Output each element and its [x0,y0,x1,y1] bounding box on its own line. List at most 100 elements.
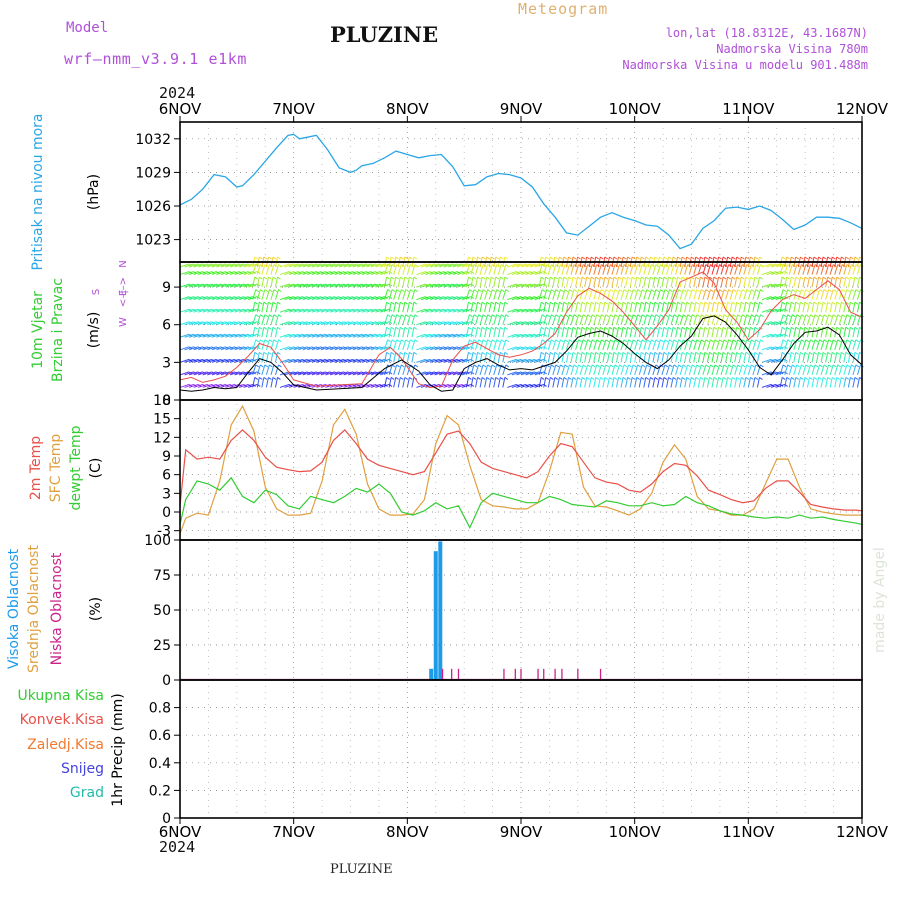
wind-barb [693,327,697,338]
wind-barb [529,358,540,363]
wind-barb-flag [727,377,731,380]
wind-barb-flag [732,339,737,343]
wind-barb-flag [827,276,831,280]
wind-barb [720,276,724,288]
wind-barb [761,308,772,313]
wind-barb [439,371,449,376]
wind-barb [334,271,344,276]
wind-barb [357,283,367,288]
wind-barb [274,352,278,363]
wind-barb-flag [404,256,409,260]
wind-barb-flag [399,301,404,305]
wind-barb [288,271,299,276]
wind-barb [188,296,199,301]
wind-barb-flag [650,351,654,355]
wind-barb [770,383,781,388]
wind-barb-flag [268,276,272,280]
wind-barb-flag [722,351,727,355]
wind-barb-flag [651,339,655,343]
wind-barb-flag [822,256,827,260]
wind-barb [375,283,385,288]
wind-barb-flag [696,364,701,368]
wind-barb [770,333,781,338]
wind-barb [256,289,261,300]
wind-barb [434,296,444,301]
wind-barb [243,333,253,338]
wind-barb [220,296,231,301]
wind-barb-flag [790,351,795,355]
wind-barb-flag [499,326,504,330]
wind-barb [852,302,856,313]
wind-barb-flag [750,256,754,260]
wind-barb [579,264,584,275]
wind-barb [357,308,367,313]
high-cloud-label: Visoka Oblacnost [6,548,22,669]
wind-barb [425,346,435,351]
wind-barb [793,314,798,325]
wind-barb [743,264,748,275]
wind-barb [784,276,788,288]
wind-barb [588,377,592,388]
wind-barb [416,296,426,301]
wind-barb [288,383,299,388]
wind-barb [706,339,711,350]
wind-barb [579,314,584,325]
wind-barb [274,327,278,338]
wind-barb-flag [741,289,746,293]
wind-barb-flag [468,301,472,305]
wind-barb [238,333,249,338]
wind-barb [770,321,781,326]
x-tick-label-bottom: 11NOV [722,823,775,841]
wind-barb [375,263,385,268]
wind-barb-flag [841,289,846,293]
wind-barb [679,314,684,325]
wind-barb-flag [740,301,745,305]
wind-barb [439,346,449,351]
wind-barb-flag [645,351,650,355]
wind-barb [416,333,426,338]
wind-barb [411,302,415,313]
wind-barb-flag [645,301,650,305]
wind-barb [593,352,597,363]
wind-barb-flag [745,351,750,355]
wind-barb [439,333,449,338]
wind-barb-flag [795,256,800,260]
wind-barb-flag [696,314,701,318]
wind-barb [666,352,669,363]
wind-barb [270,364,275,376]
wind-barb [797,276,801,288]
wind-barb [856,327,860,338]
wind-barb [375,383,385,388]
wind-barb [693,339,698,350]
temp2m-line [179,429,863,512]
wind-barb [270,327,274,338]
wind-barb [802,364,807,376]
compass-cross: <–|–> [118,277,129,307]
wind-barb-flag [559,326,563,330]
wind-barb [507,271,517,276]
wind-barb-flag [822,301,827,305]
wind-barb [352,296,362,301]
wind-barb-flag [595,301,600,305]
wind-barb [343,308,353,313]
wind-barb-flag [691,364,696,368]
wind-barb [320,308,331,313]
wind-barb [638,314,643,325]
wind-barb [393,327,397,338]
wind-barb [211,263,221,268]
wind-barb [611,339,616,350]
wind-barb [565,314,570,325]
wind-barb [302,263,312,268]
wind-barb-flag [636,377,640,380]
wind-barb [465,352,469,363]
wind-barb [575,377,579,388]
wind-barb [752,264,757,275]
wind-barb [520,358,531,363]
wind-barb [575,264,580,275]
wind-barb [593,276,597,288]
wind-barb-flag [609,276,613,280]
wind-barb-flag [718,326,722,330]
wind-barb-flag [795,377,800,380]
wind-barb [638,264,643,275]
wind-barb-flag [759,276,763,280]
